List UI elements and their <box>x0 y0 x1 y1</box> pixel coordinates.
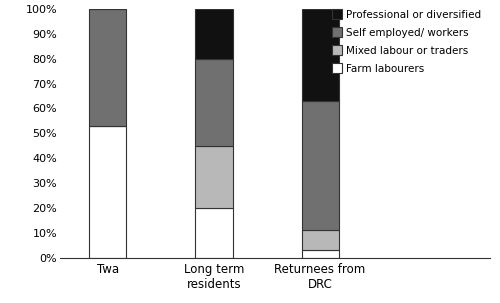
Bar <box>196 9 232 59</box>
Bar <box>302 9 339 101</box>
Bar <box>302 101 339 230</box>
Bar <box>89 126 126 258</box>
Legend: Professional or diversified, Self employed/ workers, Mixed labour or traders, Fa: Professional or diversified, Self employ… <box>332 9 482 74</box>
Bar <box>302 250 339 258</box>
Bar <box>196 146 232 208</box>
Bar <box>196 208 232 258</box>
Bar <box>89 9 126 126</box>
Bar <box>196 59 232 146</box>
Bar <box>302 230 339 250</box>
